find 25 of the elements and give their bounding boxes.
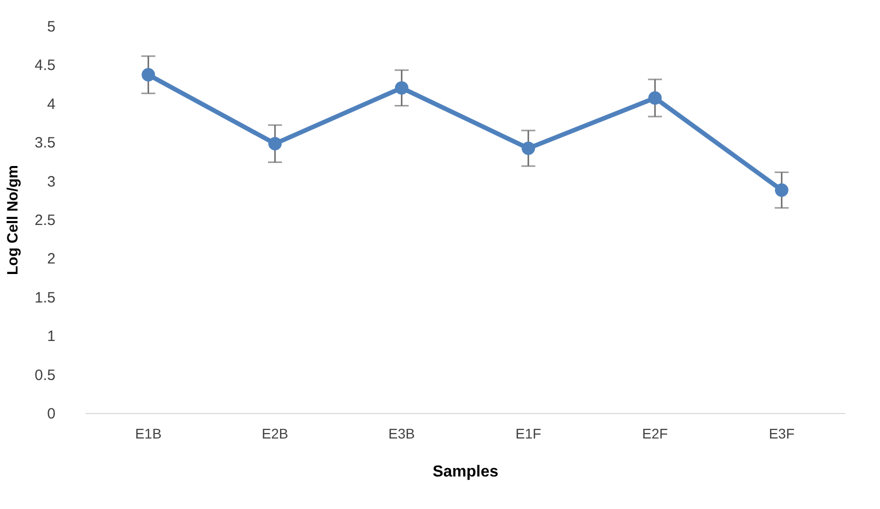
x-tick-label: E2F	[642, 426, 668, 442]
x-tick-label: E1F	[515, 426, 542, 442]
y-tick-label: 0.5	[34, 366, 56, 384]
y-tick-label: 3	[47, 173, 56, 190]
point	[522, 142, 536, 155]
x-tick-label: E3B	[388, 426, 415, 442]
y-tick-label: 1.5	[34, 289, 56, 306]
x-axis-title: Samples	[432, 464, 499, 480]
point	[774, 183, 788, 197]
y-tick-label: 5	[47, 18, 56, 36]
y-tick-label: 3.5	[34, 134, 56, 152]
y-tick-label: 4	[47, 96, 56, 113]
point	[268, 136, 282, 150]
point	[648, 91, 662, 105]
y-tick-label: 4.5	[34, 57, 56, 74]
x-tick-label: E1B	[135, 426, 162, 442]
y-axis-title: Log Cell No/gm	[4, 165, 22, 275]
y-tick-label: 1	[47, 328, 56, 346]
point	[142, 68, 156, 82]
point	[394, 81, 408, 95]
y-tick-label: 0	[47, 406, 56, 422]
x-tick-label: E2B	[262, 426, 288, 442]
y-tick-label: 2.5	[34, 212, 56, 229]
x-tick-label: E3F	[768, 426, 795, 442]
y-tick-label: 2	[47, 250, 56, 268]
